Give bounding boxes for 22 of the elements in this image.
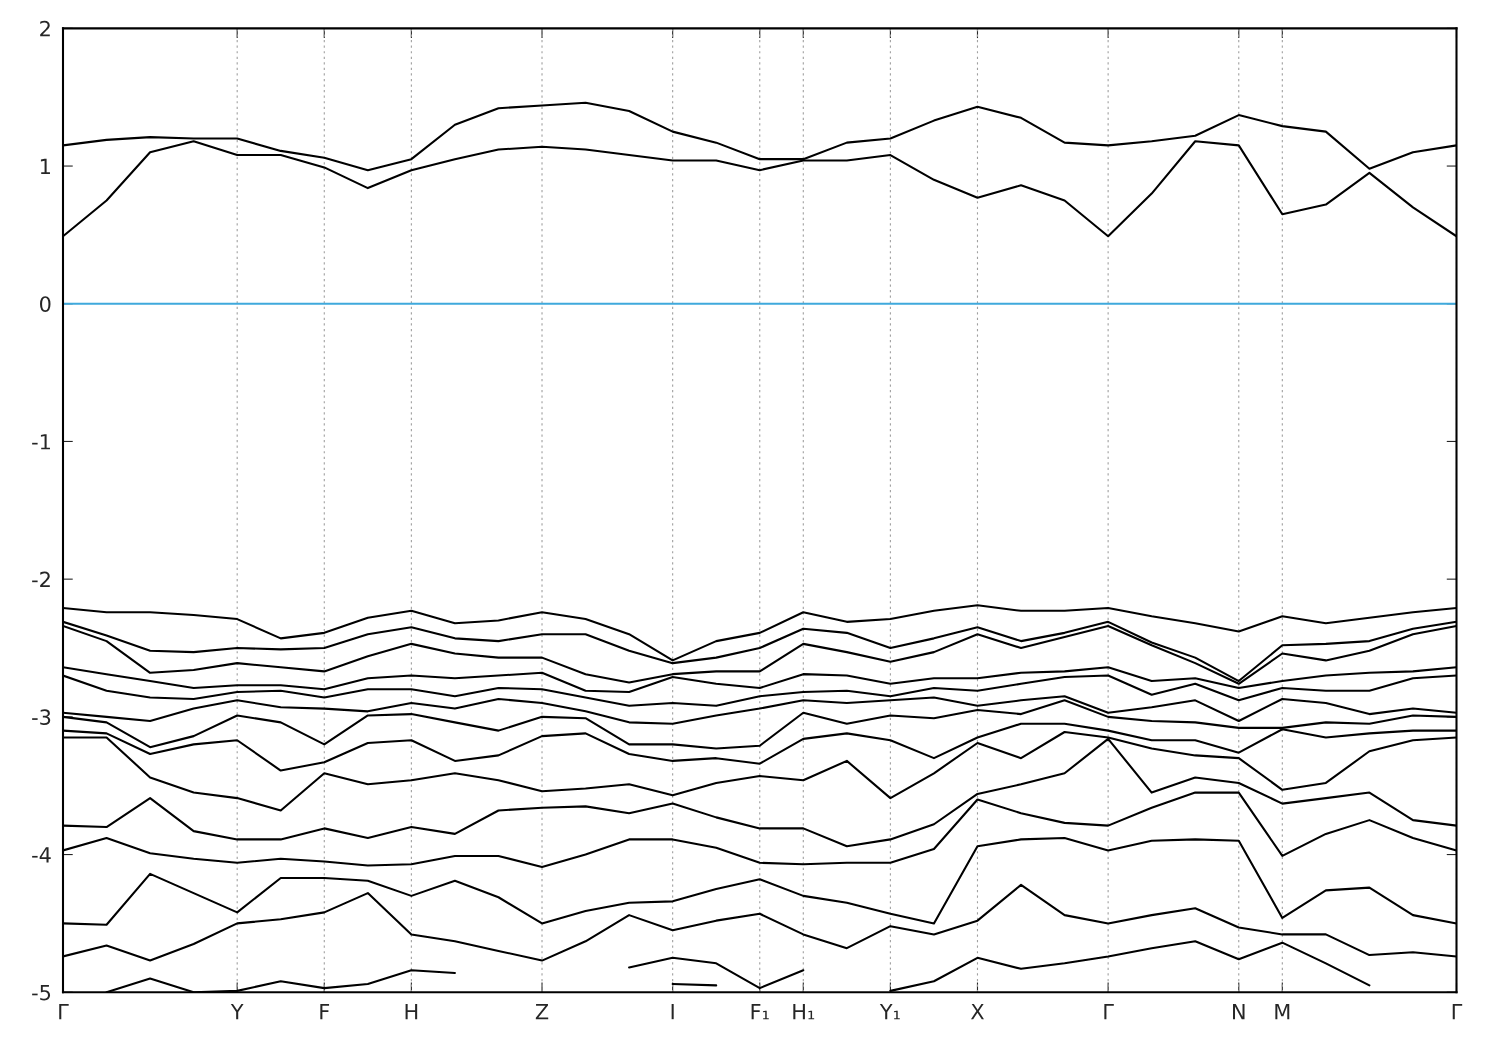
y-tick-label: -2 xyxy=(32,571,50,588)
x-tick-label: H xyxy=(405,1004,418,1020)
y-tick-label: 0 xyxy=(40,296,51,312)
x-tick-label: Y xyxy=(230,1004,244,1020)
x-tick-label: Γ xyxy=(1104,1004,1114,1020)
x-tick-label: N xyxy=(1233,1004,1245,1020)
x-tick-label: Z xyxy=(535,1004,549,1020)
x-tick-label: M xyxy=(1275,1004,1290,1020)
y-tick-label: 1 xyxy=(40,158,50,174)
x-tick-label: H₁ xyxy=(793,1004,815,1020)
y-tick-label: -5 xyxy=(32,984,51,1001)
y-tick-label: 2 xyxy=(40,20,50,37)
x-tick-label: Γ xyxy=(59,1004,69,1020)
y-tick-label: -3 xyxy=(32,709,51,726)
x-tick-label: X xyxy=(970,1004,984,1020)
x-tick-label: Y₁ xyxy=(879,1004,900,1020)
y-tick-label: -1 xyxy=(32,434,50,450)
x-tick-label: F xyxy=(320,1004,330,1020)
y-tick-label: -4 xyxy=(32,847,51,863)
x-tick-label: I xyxy=(671,1004,674,1020)
x-tick-label: Γ xyxy=(1452,1004,1463,1020)
x-tick-label: F₁ xyxy=(751,1004,769,1020)
